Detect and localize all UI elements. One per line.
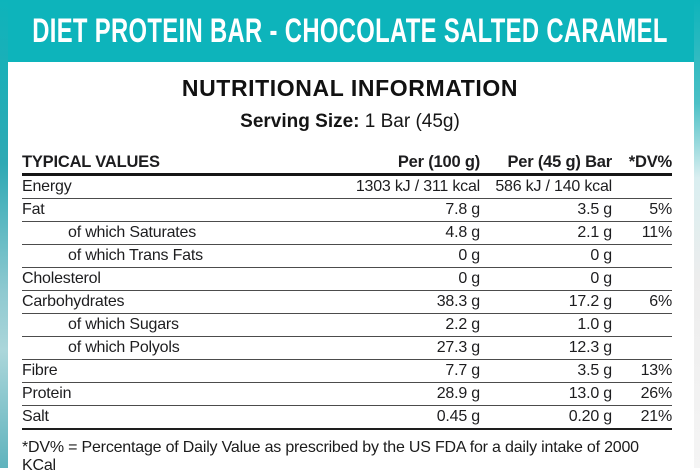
value-per-45g: 13.0 g [568,385,612,402]
table-row: of which Polyols 27.3 g 12.3 g [22,337,672,360]
value-per-100g: 7.7 g [445,362,480,379]
dv-footnote: *DV% = Percentage of Daily Value as pres… [22,439,639,474]
nutrient-label: Salt [22,408,49,425]
table-row: of which Trans Fats 0 g 0 g [22,245,672,268]
table-row: Protein 28.9 g 13.0 g 26% [22,383,672,406]
nutrient-label: Fat [22,201,45,218]
value-dv-percent: 5% [649,201,672,218]
value-dv-percent: 6% [649,293,672,310]
value-per-45g: 2.1 g [577,224,612,241]
table-row: Cholesterol 0 g 0 g [22,268,672,291]
column-header-per-45g-bar: Per (45 g) Bar [507,152,613,171]
value-per-100g: 28.9 g [436,385,480,402]
value-per-45g: 3.5 g [577,362,612,379]
value-dv-percent: 13% [640,362,673,379]
column-header-typical-values: TYPICAL VALUES [22,152,160,171]
value-per-100g: 27.3 g [436,339,480,356]
nutrition-table: TYPICAL VALUES Per (100 g) Per (45 g) Ba… [22,151,672,430]
table-header-row: TYPICAL VALUES Per (100 g) Per (45 g) Ba… [22,151,672,176]
value-per-100g: 0.45 g [436,408,480,425]
table-row: Energy 1303 kJ / 311 kcal 586 kJ / 140 k… [22,176,672,199]
value-dv-percent: 21% [640,408,673,425]
column-header-dv-percent: *DV% [628,152,672,171]
label-left-edge-decoration [0,0,8,468]
value-per-45g: 0 g [590,247,612,264]
value-per-45g: 586 kJ / 140 kcal [495,178,612,195]
table-row: of which Saturates 4.8 g 2.1 g 11% [22,222,672,245]
serving-size-line: Serving Size: 1 Bar (45g) [0,111,700,133]
nutrient-label: of which Polyols [68,339,180,356]
nutrient-label: of which Saturates [68,224,197,241]
table-row: Carbohydrates 38.3 g 17.2 g 6% [22,291,672,314]
serving-size-value: 1 Bar (45g) [364,111,460,132]
label-content: NUTRITIONAL INFORMATION Serving Size: 1 … [0,62,700,475]
table-body: Energy 1303 kJ / 311 kcal 586 kJ / 140 k… [22,176,672,430]
serving-size-label: Serving Size: [240,111,360,132]
value-per-100g: 0 g [458,247,480,264]
nutrient-label: Protein [22,385,72,402]
value-dv-percent: 26% [640,385,673,402]
nutrient-label: Cholesterol [22,270,101,287]
value-per-100g: 0 g [458,270,480,287]
value-per-45g: 12.3 g [568,339,612,356]
table-row: of which Sugars 2.2 g 1.0 g [22,314,672,337]
table-row: Fibre 7.7 g 3.5 g 13% [22,360,672,383]
value-per-100g: 4.8 g [445,224,480,241]
column-header-per-100g: Per (100 g) [397,152,480,171]
value-per-100g: 2.2 g [445,316,480,333]
nutrient-label: Fibre [22,362,58,379]
nutrient-label: Carbohydrates [22,293,125,310]
value-per-45g: 1.0 g [577,316,612,333]
product-title: DIET PROTEIN BAR - CHOCOLATE SALTED CARA… [32,11,668,50]
table-row: Salt 0.45 g 0.20 g 21% [22,406,672,430]
value-per-45g: 0 g [590,270,612,287]
nutrient-label: of which Sugars [68,316,179,333]
value-per-45g: 0.20 g [568,408,612,425]
header-band: DIET PROTEIN BAR - CHOCOLATE SALTED CARA… [0,0,700,62]
nutrient-label: of which Trans Fats [68,247,203,264]
value-per-100g: 1303 kJ / 311 kcal [355,178,480,195]
table-row: Fat 7.8 g 3.5 g 5% [22,199,672,222]
value-per-45g: 3.5 g [577,201,612,218]
label-right-edge-decoration [694,0,700,468]
nutritional-information-title: NUTRITIONAL INFORMATION [181,75,519,101]
nutrient-label: Energy [22,178,72,195]
value-per-45g: 17.2 g [568,293,612,310]
value-per-100g: 38.3 g [436,293,480,310]
value-dv-percent: 11% [641,224,672,241]
value-per-100g: 7.8 g [445,201,480,218]
